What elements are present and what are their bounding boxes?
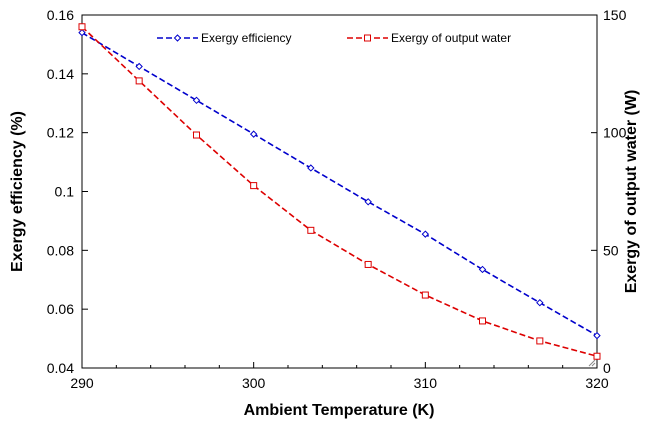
data-point-exergy-of-output-water: [78, 23, 86, 31]
x-tick-label: 320: [585, 375, 609, 391]
y-axis-right-title: Exergy of output water (W): [623, 90, 640, 294]
series-line-exergy-efficiency: [81, 32, 598, 337]
legend-label-exergy-efficiency: Exergy efficiency: [201, 31, 292, 45]
data-point-exergy-of-output-water: [250, 182, 258, 190]
y-right-tick-label: 100: [603, 125, 627, 141]
data-point-exergy-efficiency: [192, 96, 201, 105]
data-point-exergy-efficiency: [78, 28, 86, 37]
data-point-exergy-efficiency: [307, 164, 315, 172]
series-line-exergy-of-output-water: [81, 26, 598, 357]
y-right-tick-label: 150: [603, 7, 627, 23]
legend-item-exergy-output-water: Exergy of output water: [347, 31, 511, 45]
legend-item-exergy-efficiency: Exergy efficiency: [157, 31, 292, 45]
data-point-exergy-efficiency: [364, 198, 372, 206]
data-point-exergy-efficiency: [478, 265, 487, 274]
data-point-exergy-of-output-water: [478, 317, 486, 325]
data-point-exergy-of-output-water: [593, 352, 601, 360]
data-point-exergy-efficiency: [536, 298, 544, 307]
series-layer: [78, 23, 601, 367]
y-axis-left-title: Exergy efficiency (%): [9, 111, 26, 272]
legend-marker-exergy-output-water: [364, 34, 371, 42]
legend-label-exergy-output-water: Exergy of output water: [391, 31, 511, 45]
data-point-exergy-efficiency: [249, 130, 258, 138]
y-right-tick-label: 50: [603, 242, 619, 258]
y-right-tick-label: 0: [603, 360, 611, 376]
y-left-tick-label: 0.1: [55, 184, 75, 200]
data-point-exergy-of-output-water: [364, 260, 372, 268]
x-tick-label: 310: [414, 375, 438, 391]
plot-area: [81, 14, 598, 369]
x-tick-label: 300: [242, 375, 266, 391]
y-left-tick-label: 0.04: [47, 360, 74, 376]
x-tick-label: 290: [70, 375, 94, 391]
y-left-tick-label: 0.16: [47, 7, 74, 23]
y-left-tick-label: 0.14: [47, 66, 74, 82]
legend: Exergy efficiency Exergy of output water: [157, 31, 511, 45]
data-point-exergy-of-output-water: [135, 77, 143, 85]
data-point-exergy-of-output-water: [421, 291, 429, 299]
y-left-tick-label: 0.08: [47, 242, 74, 258]
data-point-exergy-efficiency: [135, 62, 143, 71]
axis-ticks: 290 300 310 320 0.04 0.06 0.08 0.1 0.12 0.14 0.16 0…: [47, 7, 627, 391]
data-point-exergy-of-output-water: [307, 226, 315, 234]
data-point-exergy-of-output-water: [536, 337, 544, 345]
resize-grip-icon: [588, 359, 596, 367]
series-exergy-efficiency: [78, 28, 601, 340]
x-axis-title: Ambient Temperature (K): [244, 402, 435, 419]
data-point-exergy-of-output-water: [193, 131, 201, 139]
series-exergy-of-output-water: [78, 23, 601, 360]
data-point-exergy-efficiency: [593, 331, 601, 340]
y-left-tick-label: 0.06: [47, 301, 74, 317]
y-left-tick-label: 0.12: [47, 125, 74, 141]
legend-marker-exergy-efficiency: [173, 34, 182, 42]
data-point-exergy-efficiency: [421, 230, 430, 238]
